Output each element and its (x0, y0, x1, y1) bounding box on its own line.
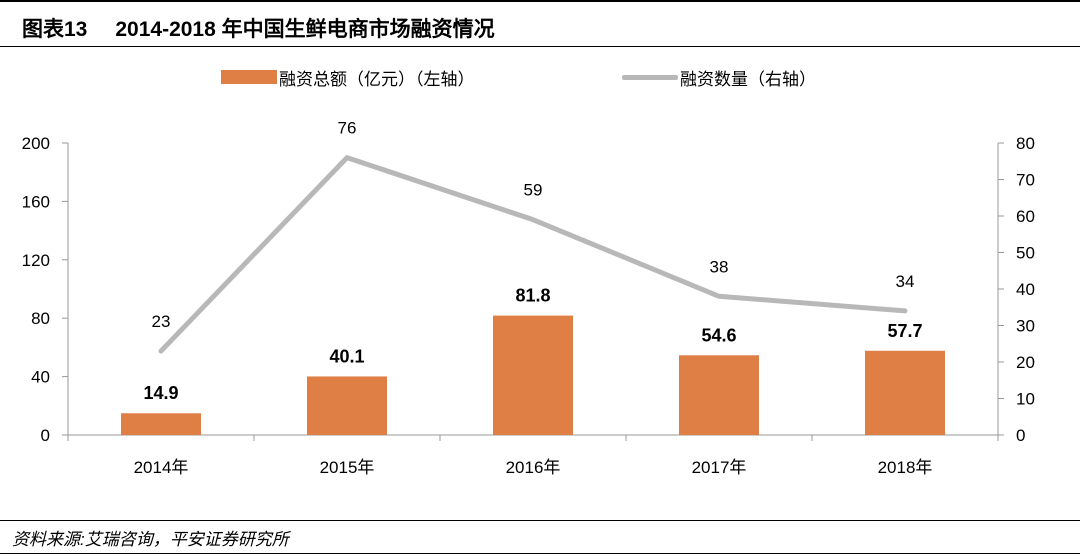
right-axis-tick-label: 30 (1016, 317, 1035, 336)
line-data-label: 76 (338, 119, 357, 138)
legend-swatch-count (622, 74, 678, 80)
heading-rule (0, 46, 1080, 47)
bar-financing-amount (493, 315, 573, 435)
right-axis-tick-label: 80 (1016, 134, 1035, 153)
right-axis-tick-label: 10 (1016, 390, 1035, 409)
line-data-label: 34 (896, 272, 915, 291)
right-axis-tick-label: 70 (1016, 171, 1035, 190)
figure-heading: 图表13 2014-2018 年中国生鲜电商市场融资情况 (22, 12, 495, 44)
left-axis-tick-label: 80 (31, 309, 50, 328)
left-axis-tick-label: 200 (22, 134, 50, 153)
chart-legend: 融资总额（亿元）（左轴） 融资数量（右轴） (0, 64, 1080, 90)
right-axis-tick-label: 0 (1016, 426, 1025, 445)
x-axis-tick-label: 2015年 (320, 458, 375, 477)
bar-data-label: 57.7 (887, 321, 922, 341)
bar-financing-amount (865, 350, 945, 435)
bar-data-label: 54.6 (701, 325, 736, 345)
source-rule-bottom (0, 553, 1080, 554)
x-axis-tick-label: 2018年 (878, 458, 933, 477)
source-note: 资料来源:艾瑞咨询，平安证券研究所 (12, 530, 289, 549)
top-rule (0, 0, 1080, 2)
x-axis-tick-label: 2016年 (506, 458, 561, 477)
figure-title: 2014-2018 年中国生鲜电商市场融资情况 (115, 18, 495, 41)
bar-data-label: 40.1 (329, 346, 364, 366)
legend-item-amount: 融资总额（亿元）（左轴） (221, 64, 475, 90)
legend-swatch-amount (221, 70, 277, 84)
legend-label-amount: 融资总额（亿元）（左轴） (279, 69, 475, 89)
figure-number: 图表13 (22, 18, 88, 41)
bar-data-label: 81.8 (515, 286, 550, 306)
bar-financing-amount (121, 413, 201, 435)
right-axis-tick-label: 40 (1016, 280, 1035, 299)
right-axis-tick-label: 50 (1016, 244, 1035, 263)
right-axis-tick-label: 20 (1016, 353, 1035, 372)
left-axis-tick-label: 160 (22, 192, 50, 211)
line-data-label: 23 (152, 312, 171, 331)
x-axis-tick-label: 2014年 (134, 458, 189, 477)
legend-label-count: 融资数量（右轴） (680, 69, 816, 89)
left-axis-tick-label: 120 (22, 251, 50, 270)
legend-item-count: 融资数量（右轴） (622, 64, 816, 90)
bar-financing-amount (679, 355, 759, 435)
left-axis-tick-label: 0 (41, 426, 50, 445)
right-axis-tick-label: 60 (1016, 207, 1035, 226)
line-data-label: 59 (524, 181, 543, 200)
x-axis-tick-label: 2017年 (692, 458, 747, 477)
bar-data-label: 14.9 (143, 383, 178, 403)
bar-financing-amount (307, 376, 387, 435)
left-axis-tick-label: 40 (31, 368, 50, 387)
source-rule-top (0, 520, 1080, 521)
line-data-label: 38 (710, 257, 729, 276)
